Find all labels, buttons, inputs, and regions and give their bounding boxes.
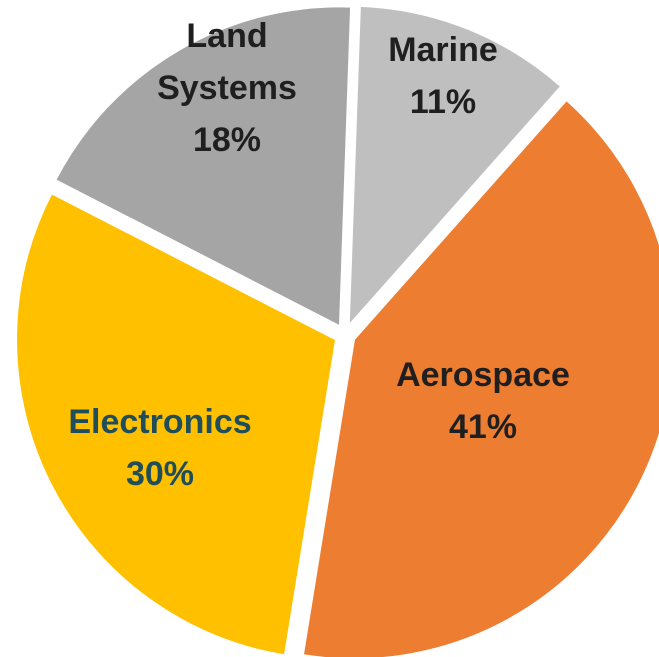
pie-slices (15, 4, 659, 657)
pie-slice-marine (347, 4, 563, 329)
pie-label-marine: Marine 11% (388, 31, 498, 121)
pie-labels: Marine 11% Aerospace 41% Electronics 30% Land S… (68, 17, 570, 493)
pie-label-land-systems: Land Systems 18% (157, 17, 297, 159)
pie-slice-electronics (15, 191, 338, 657)
pie-label-electronics: Electronics 30% (68, 403, 251, 493)
pie-slice-aerospace (301, 98, 659, 657)
pie-label-aerospace: Aerospace 41% (396, 356, 570, 446)
pie-slice-land-systems (53, 5, 353, 328)
